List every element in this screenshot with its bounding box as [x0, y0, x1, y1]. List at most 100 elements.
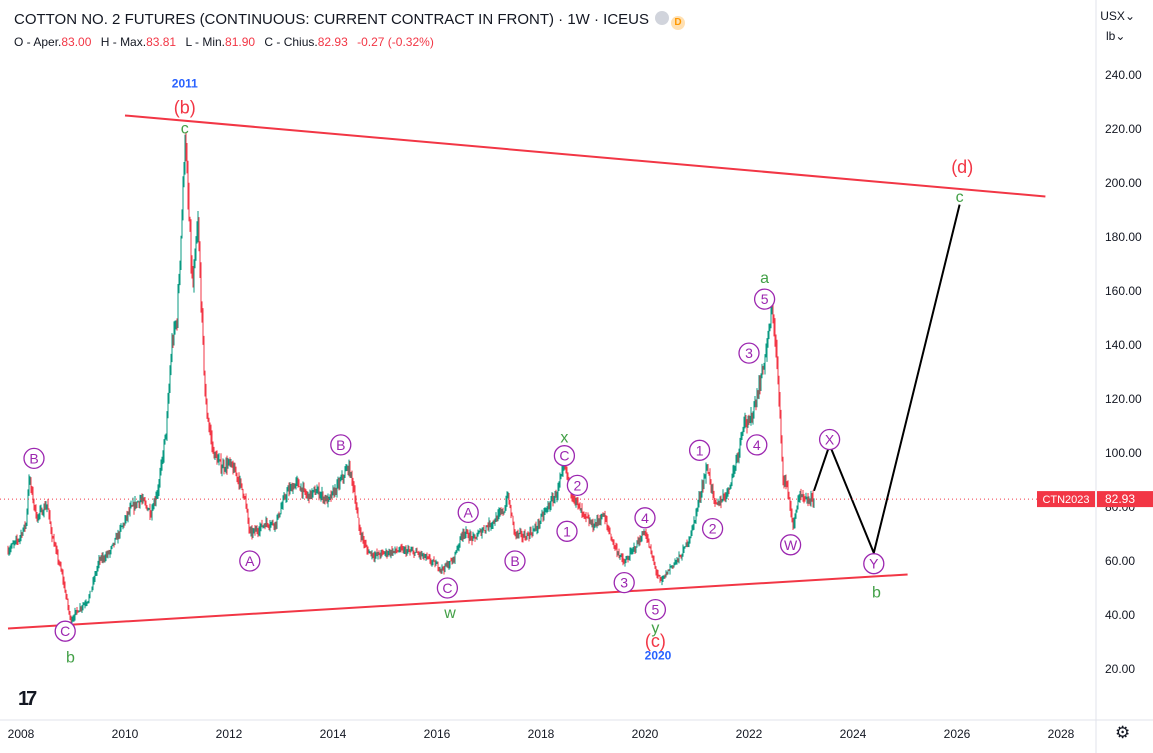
wave-label-circle: [738, 342, 760, 364]
wave-degree-label: w: [443, 605, 456, 622]
last-price-tag[interactable]: [1037, 491, 1095, 508]
tradingview-logo-icon[interactable]: 17: [18, 688, 37, 710]
last-price-value-tag[interactable]: [1097, 491, 1153, 508]
wave-label: 1: [563, 523, 571, 539]
wave-label: 4: [641, 510, 649, 526]
y-tick-label: 120.00: [1105, 392, 1142, 406]
wave-label-circle: [566, 474, 589, 497]
y-tick-label: 140.00: [1105, 338, 1142, 352]
wave-label: A: [464, 504, 474, 520]
gear-icon[interactable]: ⚙: [1115, 723, 1131, 742]
open-label: O - Aper.: [14, 35, 62, 49]
wave-label-circle: [818, 428, 841, 451]
trendline[interactable]: [7, 573, 908, 630]
unit-selector[interactable]: lb⌄: [1106, 29, 1125, 43]
wave-label-circle: [688, 439, 711, 461]
wave-label-circle: [779, 534, 802, 556]
wave-degree-label: (d): [951, 157, 973, 177]
wave-label: X: [825, 432, 835, 448]
wave-label: C: [559, 448, 569, 464]
wave-label-circle: [239, 550, 261, 572]
wave-label-circle: [634, 507, 656, 529]
unit-label: lb: [1106, 29, 1116, 43]
ohlc-legend: O - Aper.83.00 H - Max.83.81 L - Min.81.…: [14, 35, 434, 49]
wave-label-circle: [701, 517, 724, 540]
wave-degree-label: a: [760, 270, 769, 287]
low-label: L - Min.: [185, 35, 226, 49]
wave-label: B: [336, 437, 345, 453]
last-price-value: 82.93: [1105, 492, 1135, 506]
x-tick-label: 2018: [528, 727, 555, 741]
y-tick-label: 40.00: [1105, 608, 1135, 622]
x-tick-label: 2022: [736, 727, 763, 741]
symbol-title[interactable]: COTTON NO. 2 FUTURES (CONTINUOUS: CURREN…: [14, 11, 686, 30]
close-value: 82.93: [317, 35, 348, 49]
wave-degree-label: b: [66, 649, 75, 666]
last-price-symbol: CTN2023: [1042, 494, 1089, 506]
wave-label-circle: [644, 598, 667, 621]
wave-degree-label: x: [560, 429, 568, 446]
wave-label-circle: [746, 434, 768, 456]
currency-selector[interactable]: USX⌄: [1100, 9, 1135, 23]
projection-path[interactable]: [813, 204, 961, 557]
wave-label: 3: [620, 575, 628, 591]
wave-label: W: [784, 537, 798, 553]
x-tick-label: 2020: [632, 727, 659, 741]
y-tick-label: 160.00: [1105, 284, 1142, 298]
symbol-title-text: COTTON NO. 2 FUTURES (CONTINUOUS: CURREN…: [14, 11, 650, 28]
x-tick-label: 2014: [320, 727, 347, 741]
wave-annotations: 2011(b)cBCbABCwABxC21435y(c)20201234a5WX…: [23, 76, 973, 666]
wave-degree-label: (c): [645, 631, 666, 651]
wave-label: B: [510, 553, 519, 569]
wave-label: Y: [869, 556, 879, 572]
trendline[interactable]: [124, 114, 1046, 198]
wave-label-circle: [23, 447, 45, 470]
x-tick-label: 2012: [216, 727, 243, 741]
wave-label-circle: [436, 577, 459, 599]
y-tick-label: 240.00: [1105, 68, 1142, 82]
y-tick-label: 100.00: [1105, 446, 1142, 460]
x-tick-label: 2028: [1048, 727, 1075, 741]
y-tick-label: 220.00: [1105, 122, 1142, 136]
wave-label-circle: [753, 288, 776, 310]
projection-line[interactable]: [813, 204, 961, 557]
x-tick-label: 2016: [424, 727, 451, 741]
y-tick-label: 60.00: [1105, 554, 1135, 568]
chevron-down-icon: ⌄: [1115, 29, 1126, 43]
high-value: 83.81: [146, 35, 177, 49]
year-label: 2020: [645, 649, 672, 663]
trendlines[interactable]: [7, 114, 1046, 630]
wave-label: 5: [652, 602, 660, 618]
wave-label-circle: [54, 620, 76, 642]
x-tick-label: 2026: [944, 727, 971, 741]
close-label: C - Chius.: [264, 35, 318, 49]
wave-degree-label: y: [651, 620, 659, 637]
wave-label: C: [60, 623, 70, 639]
y-tick-label: 180.00: [1105, 230, 1142, 244]
wave-label-circle: [553, 445, 576, 467]
y-tick-label: 200.00: [1105, 176, 1142, 190]
wave-label: B: [29, 450, 38, 466]
delayed-data-badge[interactable]: D: [671, 16, 686, 30]
x-tick-label: 2024: [840, 727, 867, 741]
wave-label: 2: [574, 477, 582, 493]
chevron-down-icon: ⌄: [1124, 9, 1135, 23]
x-tick-label: 2010: [112, 727, 139, 741]
wave-label: A: [245, 553, 255, 569]
y-tick-label: 20.00: [1105, 662, 1135, 676]
wave-degree-label: b: [872, 585, 881, 602]
wave-label-circle: [330, 434, 352, 456]
open-value: 83.00: [61, 35, 92, 49]
wave-label-circle: [504, 550, 526, 572]
wave-label: 5: [761, 291, 769, 307]
time-axis[interactable]: 2008 2010 2012 2014 2016 2018 2020 2022 2024 2026…: [0, 719, 1153, 741]
low-value: 81.90: [225, 35, 256, 49]
wave-label-circle: [613, 571, 635, 594]
status-dot-icon: [655, 11, 670, 25]
wave-label-circle: [863, 553, 885, 575]
wave-label-circle: [556, 520, 578, 542]
high-label: H - Max.: [100, 35, 147, 49]
wave-degree-label: c: [956, 189, 964, 206]
